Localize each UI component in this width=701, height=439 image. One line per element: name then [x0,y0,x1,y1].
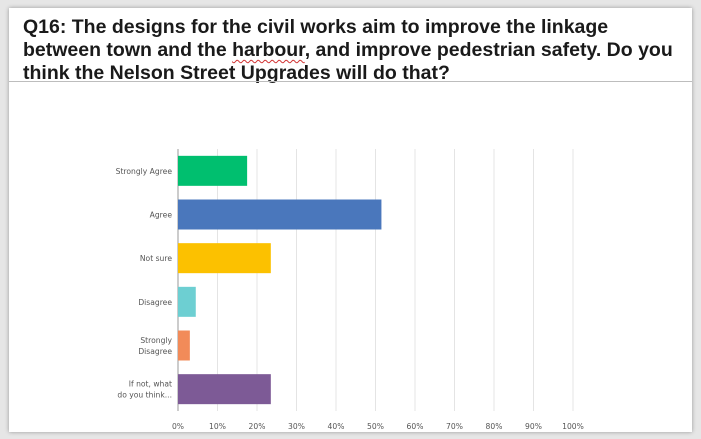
response-bar-chart: 0% 10% 20% 30% 40% 50% 60% 70% 80% 90% 100% Strongl… [9,8,692,432]
x-tick-label: 0% [172,422,184,431]
x-tick-label: 100% [562,422,584,431]
x-tick-label: 60% [407,422,424,431]
question-card: Q16: The designs for the civil works aim… [9,8,692,432]
bar [178,243,271,273]
bar [178,200,381,230]
x-tick-label: 20% [249,422,266,431]
category-label: Strongly Agree [116,167,173,176]
category-label: Agree [150,211,173,220]
x-tick-label: 30% [288,422,305,431]
x-tick-label: 90% [525,422,542,431]
bar [178,156,247,186]
bar [178,331,190,361]
category-label: Disagree [138,298,172,307]
x-tick-label: 10% [209,422,226,431]
category-label: If not, what [129,380,172,389]
x-tick-label: 70% [446,422,463,431]
category-label: Strongly [140,336,172,345]
x-tick-label: 40% [328,422,345,431]
category-label: Disagree [138,347,172,356]
category-label: do you think... [117,391,172,400]
bar [178,374,271,404]
category-label: Not sure [140,254,172,263]
bar [178,287,196,317]
x-tick-label: 80% [486,422,503,431]
x-tick-label: 50% [367,422,384,431]
